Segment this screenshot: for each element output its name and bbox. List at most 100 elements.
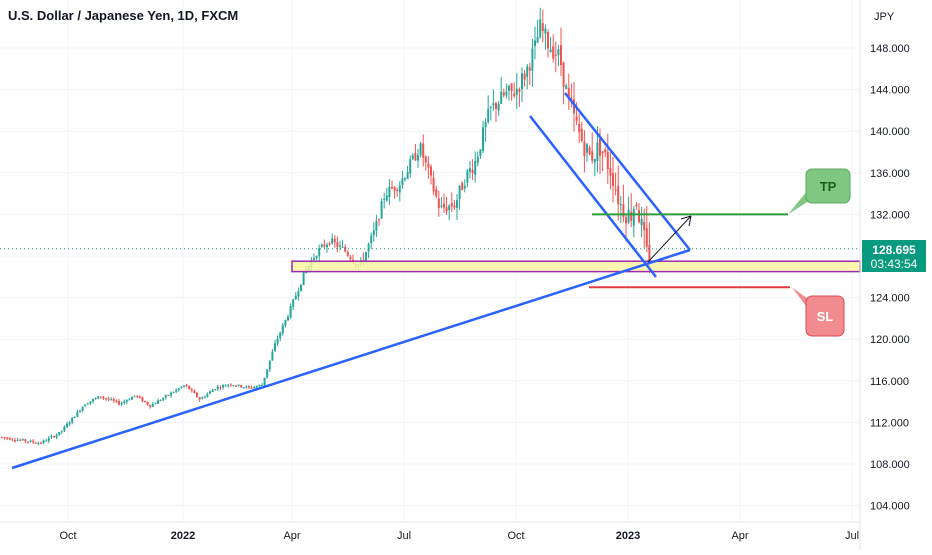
candle-body [237,384,240,386]
candle-body [588,147,591,155]
candle-body [133,395,136,397]
time-tick-label: Oct [507,530,524,542]
candle-body [411,155,414,159]
candle-body [456,200,458,208]
candle-body [19,439,22,441]
candle-body [6,437,9,439]
candle-body [227,384,230,386]
candle-body [222,385,224,388]
candle-body [583,141,586,157]
candle-body [495,103,497,109]
candle-body [86,403,89,405]
candle-body [375,221,378,231]
candle-body [640,218,643,226]
candle-body [528,67,531,71]
time-tick-label: Apr [283,530,300,542]
candle-body [73,416,76,418]
candle-body [125,400,128,402]
candle-body [300,284,302,291]
price-tick-label: 112.000 [870,417,909,429]
candle-body [76,411,79,417]
candle-body [198,397,201,400]
candle-body [424,156,427,163]
candle-body [430,166,432,176]
price-tick-label: 132.000 [870,209,910,221]
candle-body [24,439,27,442]
candle-body [268,360,271,370]
channel-upper-line[interactable] [564,92,691,251]
candle-body [136,395,139,397]
candle-body [92,399,94,402]
candle-body [250,387,253,389]
price-tick-label: 140.000 [870,126,910,138]
candle-body [458,185,461,199]
trendline-support[interactable] [11,248,691,470]
candle-body [180,386,183,388]
projection-arrow[interactable] [647,215,692,263]
candle-body [240,384,243,388]
candle-body [47,437,50,441]
candle-body [544,28,547,34]
candle-body [14,440,16,442]
candle-body [380,201,383,219]
candle-body [612,173,614,186]
candle-body [112,399,115,401]
candle-body [81,406,84,412]
candle-body [391,186,393,189]
candle-body [471,169,474,174]
candle-body [45,440,48,442]
candle-body [3,437,6,439]
candle-body [146,402,149,405]
candle-body [557,49,560,56]
candle-body [123,401,126,404]
candle-body [417,155,419,161]
candle-body [224,385,227,387]
candle-body [253,387,256,389]
candle-body [279,332,282,339]
candle-body [84,404,87,407]
candle-body [492,103,495,106]
candle-body [63,426,66,431]
candle-body [118,401,120,405]
candle-body [645,228,648,247]
candle-body [138,396,141,398]
price-tick-label: 120.000 [870,334,910,346]
candle-body [141,397,144,402]
candle-body [346,251,349,256]
sl-callout-box[interactable] [805,295,845,337]
support-zone[interactable] [291,260,861,273]
candle-body [110,399,113,401]
candle-body [567,88,570,97]
candle-body [336,242,339,248]
channel-lower-line[interactable] [529,115,657,278]
candle-body [534,40,536,47]
candle-body [484,122,487,128]
candle-body [500,91,503,104]
candle-body [508,85,510,91]
candle-body [128,399,131,401]
candle-body [206,393,209,398]
candle-body [55,434,58,438]
drawings[interactable]: TP SL [0,92,861,470]
current-price-tag[interactable] [862,240,926,272]
candle-body [526,66,529,77]
candle-body [627,209,630,223]
candle-body [333,238,336,243]
candle-body [432,178,435,192]
time-tick-label: Oct [59,530,76,542]
price-tick-label: 136.000 [870,168,910,180]
candle-body [42,440,45,444]
candle-body [203,396,206,398]
candle-body [99,396,102,398]
candle-body [1,436,3,438]
candle-body [201,397,204,400]
candle-body [229,384,232,386]
tp-callout-box[interactable] [805,168,851,204]
candle-body [502,92,505,96]
chart-title: U.S. Dollar / Japanese Yen, 1D, FXCM [8,8,239,23]
candle-body [365,251,367,263]
candle-body [575,116,578,121]
candle-body [97,396,100,399]
